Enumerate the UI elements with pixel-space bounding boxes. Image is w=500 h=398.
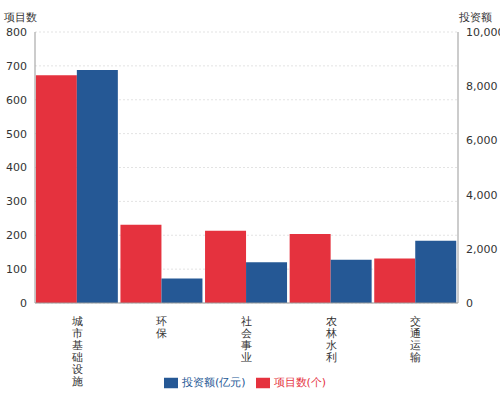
html-text:投资额(亿元): 投资额(亿元) (181, 376, 246, 389)
html-text:投资额: 投资额 (459, 11, 492, 24)
svg-text:农林水利: 农林水利 (325, 315, 337, 364)
svg-text:2,000: 2,000 (466, 243, 492, 256)
html-text:项目数(个): 项目数(个) (273, 376, 327, 389)
svg-text:500: 500 (8, 128, 27, 141)
svg-text:800: 800 (8, 26, 27, 39)
svg-text:0: 0 (466, 297, 473, 310)
svg-text:600: 600 (8, 94, 27, 107)
svg-text:8,000: 8,000 (466, 80, 492, 93)
svg-text:300: 300 (8, 195, 27, 208)
svg-text:400: 400 (8, 161, 27, 174)
svg-text:社会事业: 社会事业 (241, 315, 252, 364)
svg-text:城市基础设施: 城市基础设施 (71, 315, 83, 388)
svg-text:0: 0 (20, 297, 27, 310)
svg-text:交通运输: 交通运输 (410, 315, 421, 364)
svg-text:环保: 环保 (156, 315, 167, 340)
svg-text:4,000: 4,000 (466, 189, 492, 202)
svg-text:700: 700 (8, 60, 27, 73)
svg-text:6,000: 6,000 (466, 134, 492, 147)
svg-text:10,000: 10,000 (466, 26, 492, 39)
svg-text:100: 100 (8, 263, 27, 276)
svg-text:200: 200 (8, 229, 27, 242)
html-text:项目数: 项目数 (4, 11, 37, 24)
